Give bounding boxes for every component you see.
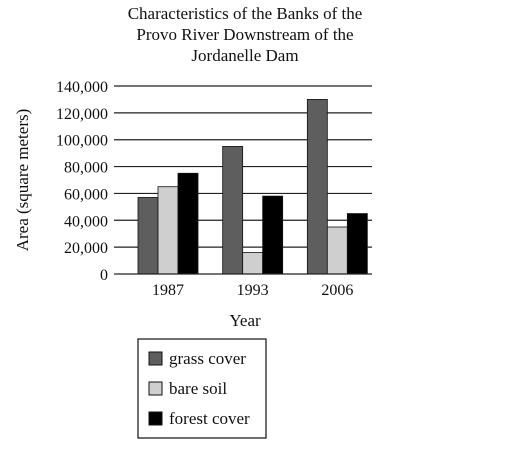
x-axis-tick-labels: 1987 1993 2006 xyxy=(152,282,353,299)
y-axis-title: Area (square meters) xyxy=(13,109,32,252)
y-tick-label: 0 xyxy=(100,267,108,284)
legend-swatch-forest-cover xyxy=(148,411,163,426)
y-tick-label: 140,000 xyxy=(56,79,108,96)
chart-title-line: Provo River Downstream of the xyxy=(136,25,353,44)
bar-grass-cover-1993 xyxy=(222,146,244,275)
bar-forest-cover-1987 xyxy=(177,172,199,275)
y-tick-label: 100,000 xyxy=(56,133,108,150)
y-tick-label: 80,000 xyxy=(64,160,108,177)
chart-title: Characteristics of the Banks of the Prov… xyxy=(128,4,363,65)
x-tick-label: 1987 xyxy=(152,282,184,299)
y-tick-label: 20,000 xyxy=(64,240,108,257)
bar-forest-cover-1993 xyxy=(262,195,284,275)
y-axis-tick-labels: 0 20,000 40,000 60,000 80,000 100,000 120,000 1… xyxy=(56,79,108,284)
x-tick-label: 2006 xyxy=(321,282,353,299)
y-tick-label: 40,000 xyxy=(64,213,108,230)
bar-forest-cover-2006 xyxy=(346,213,368,275)
legend-label: grass cover xyxy=(169,349,246,368)
legend: grass cover bare soil forest cover xyxy=(137,338,267,439)
legend-swatch-grass-cover xyxy=(148,351,163,366)
chart-title-line: Jordanelle Dam xyxy=(191,46,298,65)
x-axis-title: Year xyxy=(229,311,261,330)
legend-swatch-bare-soil xyxy=(148,381,163,396)
bar-bare-soil-2006 xyxy=(326,226,348,275)
legend-label: bare soil xyxy=(169,379,227,398)
chart-title-line: Characteristics of the Banks of the xyxy=(128,4,363,23)
bar-grass-cover-1987 xyxy=(137,197,159,275)
bar-bare-soil-1987 xyxy=(157,186,179,275)
y-tick-label: 60,000 xyxy=(64,186,108,203)
bar-grass-cover-2006 xyxy=(306,99,328,275)
x-tick-label: 1993 xyxy=(237,282,269,299)
bars xyxy=(137,99,368,275)
y-tick-label: 120,000 xyxy=(56,106,108,123)
legend-label: forest cover xyxy=(169,409,250,428)
bar-bare-soil-1993 xyxy=(242,252,264,275)
